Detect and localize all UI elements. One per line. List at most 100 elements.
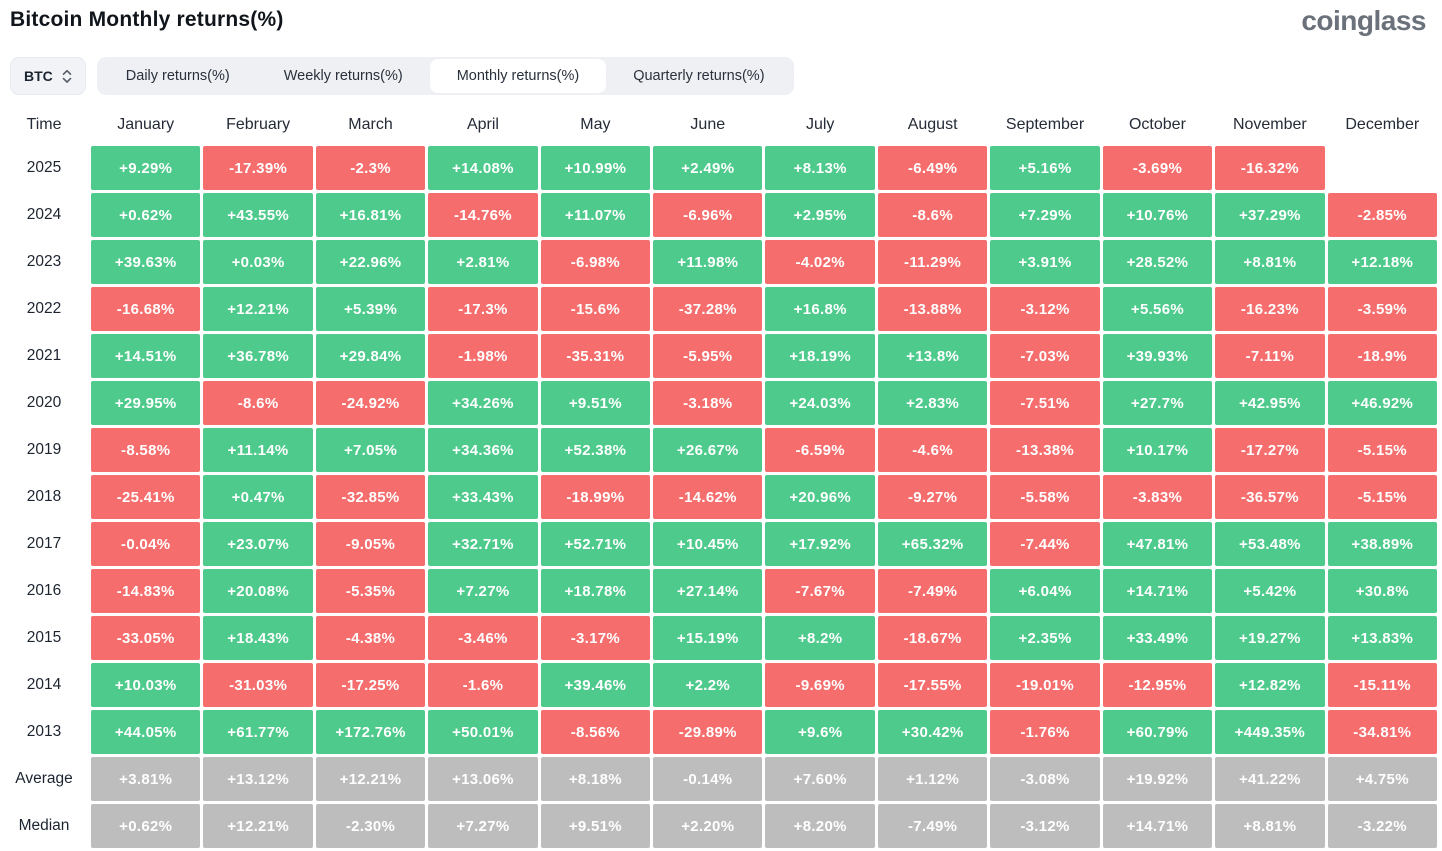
- return-cell: -3.08%: [990, 757, 1100, 801]
- return-cell: -5.58%: [990, 475, 1100, 519]
- row-label-median: Median: [18, 817, 70, 834]
- return-cell: +11.14%: [203, 428, 313, 472]
- return-cell: -17.25%: [315, 663, 426, 707]
- return-cell: +43.55%: [203, 193, 313, 237]
- return-cell: -34.81%: [1327, 710, 1437, 754]
- return-cell: +7.05%: [315, 428, 426, 472]
- return-cell: +5.42%: [1215, 569, 1325, 613]
- return-cell: -3.18%: [653, 381, 763, 425]
- return-cell: -6.98%: [540, 240, 651, 284]
- return-cell: -9.27%: [877, 475, 988, 519]
- return-cell: -33.05%: [91, 616, 201, 660]
- return-cell: +8.20%: [765, 804, 875, 848]
- return-cell: -4.6%: [877, 428, 988, 472]
- return-cell: +12.82%: [1215, 663, 1325, 707]
- return-cell: +18.19%: [765, 334, 875, 378]
- return-cell: +39.93%: [1102, 334, 1213, 378]
- return-cell: +2.81%: [428, 240, 538, 284]
- return-cell: +2.49%: [653, 146, 763, 190]
- return-cell: -37.28%: [653, 287, 763, 331]
- tab-daily-returns[interactable]: Daily returns(%): [125, 68, 230, 84]
- return-cell: -35.31%: [540, 334, 651, 378]
- return-cell: -3.46%: [428, 616, 538, 660]
- return-cell: -3.12%: [990, 804, 1100, 848]
- return-cell: +27.7%: [1102, 381, 1213, 425]
- return-cell: -36.57%: [1215, 475, 1325, 519]
- return-cell: +10.76%: [1102, 193, 1213, 237]
- return-cell: +34.36%: [428, 428, 538, 472]
- return-cell: +42.95%: [1215, 381, 1325, 425]
- return-cell: -7.49%: [877, 569, 988, 613]
- row-label-2020: 2020: [26, 394, 62, 411]
- return-cell: +2.35%: [990, 616, 1100, 660]
- return-cell: -17.55%: [877, 663, 988, 707]
- return-cell: +20.96%: [765, 475, 875, 519]
- return-cell: +29.95%: [91, 381, 201, 425]
- row-label-2017: 2017: [26, 535, 62, 552]
- return-cell: +60.79%: [1102, 710, 1213, 754]
- return-cell: -7.51%: [990, 381, 1100, 425]
- return-cell: +9.6%: [765, 710, 875, 754]
- return-cell: -16.23%: [1215, 287, 1325, 331]
- return-cell: -8.56%: [540, 710, 651, 754]
- return-cell: +9.51%: [540, 804, 651, 848]
- return-cell: -17.27%: [1215, 428, 1325, 472]
- return-cell: +9.29%: [91, 146, 201, 190]
- return-cell: +2.95%: [765, 193, 875, 237]
- column-header-october: October: [1128, 116, 1186, 133]
- return-cell: +24.03%: [765, 381, 875, 425]
- return-cell: +53.48%: [1215, 522, 1325, 566]
- return-cell: +2.2%: [653, 663, 763, 707]
- return-cell: -17.39%: [203, 146, 313, 190]
- return-cell: -18.99%: [540, 475, 651, 519]
- return-cell: +34.26%: [428, 381, 538, 425]
- return-cell: -15.6%: [540, 287, 651, 331]
- return-cell: +8.81%: [1215, 240, 1325, 284]
- return-cell: -29.89%: [653, 710, 763, 754]
- return-cell: +16.81%: [315, 193, 426, 237]
- column-header-february: February: [226, 116, 291, 133]
- column-header-december: December: [1345, 116, 1420, 133]
- return-cell: -7.11%: [1215, 334, 1325, 378]
- return-cell: +8.13%: [765, 146, 875, 190]
- return-cell: -3.59%: [1327, 287, 1437, 331]
- return-cell: +30.42%: [877, 710, 988, 754]
- return-cell: +2.83%: [877, 381, 988, 425]
- return-cell: +52.38%: [540, 428, 651, 472]
- symbol-selector[interactable]: BTC: [10, 57, 86, 95]
- return-cell: -8.6%: [203, 381, 313, 425]
- tab-monthly-returns[interactable]: Monthly returns(%): [429, 59, 607, 93]
- return-cell: +8.81%: [1215, 804, 1325, 848]
- row-label-average: Average: [15, 770, 73, 787]
- return-cell: +46.92%: [1327, 381, 1437, 425]
- return-cell: +3.81%: [91, 757, 201, 801]
- return-cell: +33.49%: [1102, 616, 1213, 660]
- column-header-time: Time: [26, 116, 62, 133]
- return-cell: +2.20%: [653, 804, 763, 848]
- return-cell: -3.83%: [1102, 475, 1213, 519]
- return-cell: -19.01%: [990, 663, 1100, 707]
- return-cell: +29.84%: [315, 334, 426, 378]
- return-cell: -7.49%: [877, 804, 988, 848]
- return-cell: -32.85%: [315, 475, 426, 519]
- return-cell: -16.32%: [1215, 146, 1325, 190]
- return-cell: -2.30%: [315, 804, 426, 848]
- column-header-september: September: [1005, 116, 1085, 133]
- return-cell: -1.6%: [428, 663, 538, 707]
- return-cell: +7.27%: [428, 569, 538, 613]
- tab-quarterly-returns[interactable]: Quarterly returns(%): [633, 68, 765, 84]
- row-label-2022: 2022: [26, 300, 62, 317]
- return-cell: +5.39%: [315, 287, 426, 331]
- return-cell: +44.05%: [91, 710, 201, 754]
- return-cell: -18.67%: [877, 616, 988, 660]
- return-cell: -14.83%: [91, 569, 201, 613]
- tab-weekly-returns[interactable]: Weekly returns(%): [283, 68, 403, 84]
- column-header-january: January: [117, 116, 175, 133]
- column-header-may: May: [580, 116, 611, 133]
- return-cell: -17.3%: [428, 287, 538, 331]
- return-cell: -9.05%: [315, 522, 426, 566]
- row-label-2023: 2023: [26, 253, 62, 270]
- return-cell: -7.03%: [990, 334, 1100, 378]
- return-cell: +41.22%: [1215, 757, 1325, 801]
- return-cell: +5.56%: [1102, 287, 1213, 331]
